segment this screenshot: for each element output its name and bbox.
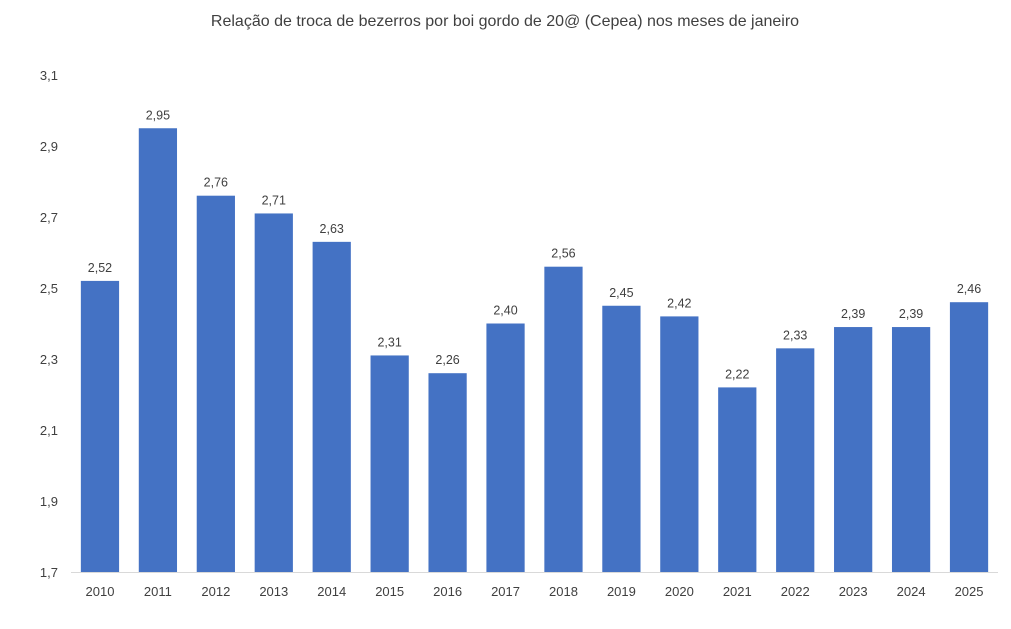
bar-2016 bbox=[428, 373, 467, 572]
data-label-2019: 2,45 bbox=[609, 286, 633, 300]
x-tick-label: 2023 bbox=[839, 584, 868, 599]
x-tick-label: 2015 bbox=[375, 584, 404, 599]
x-tick-label: 2016 bbox=[433, 584, 462, 599]
data-label-2024: 2,39 bbox=[899, 307, 923, 321]
bar-2022 bbox=[776, 348, 815, 572]
bar-2025 bbox=[949, 302, 989, 572]
x-tick-label: 2010 bbox=[86, 584, 115, 599]
bar-2023 bbox=[834, 327, 873, 572]
bar-2011 bbox=[138, 128, 178, 572]
x-axis-ticks: 2010 2011 2012 2013 2014 2015 2016 2017 2018 2019… bbox=[86, 584, 984, 599]
data-labels-group: 2,52 2,95 2,76 2,71 2,63 2,31 2,26 2,40 2,56 2,45… bbox=[88, 108, 981, 381]
data-label-2012: 2,76 bbox=[204, 176, 228, 190]
x-tick-label: 2019 bbox=[607, 584, 636, 599]
x-tick-label: 2021 bbox=[723, 584, 752, 599]
x-tick-label: 2025 bbox=[955, 584, 984, 599]
bar-2020 bbox=[660, 316, 699, 572]
data-label-2023: 2,39 bbox=[841, 307, 865, 321]
data-label-2015: 2,31 bbox=[377, 335, 401, 349]
data-label-2016: 2,26 bbox=[435, 353, 459, 367]
data-label-2018: 2,56 bbox=[551, 247, 575, 261]
bars-group bbox=[80, 128, 989, 572]
y-tick-label: 2,7 bbox=[40, 210, 58, 225]
bar-2015 bbox=[370, 355, 409, 572]
y-tick-label: 1,7 bbox=[40, 565, 58, 580]
data-label-2014: 2,63 bbox=[320, 222, 344, 236]
bar-2014 bbox=[312, 241, 351, 572]
y-tick-label: 2,1 bbox=[40, 423, 58, 438]
x-tick-label: 2011 bbox=[144, 584, 172, 599]
x-tick-label: 2013 bbox=[259, 584, 288, 599]
x-tick-label: 2014 bbox=[317, 584, 346, 599]
bar-2017 bbox=[486, 323, 525, 572]
bar-2024 bbox=[891, 327, 931, 572]
data-label-2021: 2,22 bbox=[725, 367, 749, 381]
y-tick-label: 2,5 bbox=[40, 281, 58, 296]
y-tick-label: 2,3 bbox=[40, 352, 58, 367]
bar-2013 bbox=[254, 213, 293, 572]
bar-2012 bbox=[196, 195, 235, 572]
data-label-2013: 2,71 bbox=[262, 193, 286, 207]
x-tick-label: 2024 bbox=[897, 584, 926, 599]
data-label-2017: 2,40 bbox=[493, 304, 517, 318]
data-label-2022: 2,33 bbox=[783, 328, 807, 342]
data-label-2011: 2,95 bbox=[146, 108, 170, 122]
x-tick-label: 2012 bbox=[201, 584, 230, 599]
y-tick-label: 3,1 bbox=[40, 68, 58, 83]
data-label-2025: 2,46 bbox=[957, 282, 981, 296]
chart-title: Relação de troca de bezerros por boi gor… bbox=[211, 13, 799, 30]
data-label-2010: 2,52 bbox=[88, 261, 112, 275]
y-tick-label: 1,9 bbox=[40, 494, 58, 509]
bar-2010 bbox=[80, 280, 120, 572]
data-label-2020: 2,42 bbox=[667, 296, 691, 310]
x-tick-label: 2022 bbox=[781, 584, 810, 599]
bar-2018 bbox=[544, 266, 583, 572]
bar-2019 bbox=[602, 305, 641, 572]
bar-2021 bbox=[718, 387, 757, 572]
x-tick-label: 2018 bbox=[549, 584, 578, 599]
y-axis-ticks: 1,7 1,9 2,1 2,3 2,5 2,7 2,9 3,1 bbox=[40, 68, 58, 580]
x-tick-label: 2017 bbox=[491, 584, 520, 599]
x-tick-label: 2020 bbox=[665, 584, 694, 599]
y-tick-label: 2,9 bbox=[40, 139, 58, 154]
